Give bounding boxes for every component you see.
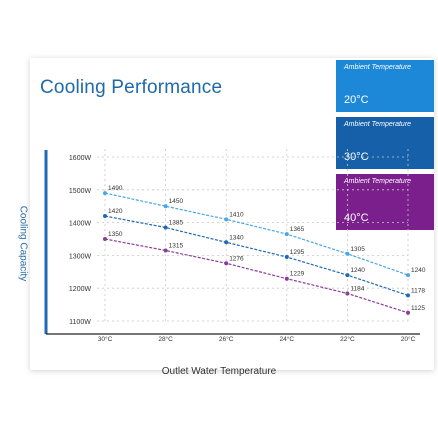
data-label: 1125 (411, 305, 425, 312)
data-point (103, 214, 107, 219)
series-line-40°C (104, 238, 409, 314)
x-tick-label: 24°C (280, 335, 295, 343)
data-label: 1340 (229, 234, 244, 241)
chart-title: Cooling Performance (40, 77, 223, 98)
data-point (284, 255, 289, 260)
data-point (163, 225, 168, 230)
data-point (345, 273, 350, 278)
data-point (284, 276, 289, 281)
data-point (345, 291, 350, 296)
data-label: 1490 (108, 185, 123, 192)
data-point (224, 261, 229, 266)
y-tick-label: 1500W (69, 188, 92, 195)
y-tick-label: 1200W (69, 286, 92, 293)
data-point (224, 240, 229, 245)
data-label: 1410 (229, 211, 244, 218)
y-tick-label: 1100W (69, 319, 91, 326)
data-label: 1315 (169, 242, 184, 249)
legend-caption: Ambient Temperature (344, 64, 412, 71)
y-axis-label: Cooling Capacity (17, 205, 29, 282)
data-point (345, 251, 350, 256)
y-tick-label: 1600W (69, 155, 92, 162)
legend-item-40c: Ambient Temperature 40°C (336, 174, 434, 230)
data-label: 1450 (169, 198, 184, 205)
y-tick-label: 1400W (69, 221, 92, 228)
legend-temp: 30°C (344, 151, 369, 163)
legend-item-30c: Ambient Temperature 30°C (336, 117, 434, 169)
data-label: 1184 (350, 285, 364, 292)
data-label: 1240 (411, 267, 426, 274)
x-tick-label: 28°C (158, 335, 173, 343)
data-label: 1385 (169, 220, 184, 227)
data-label: 1365 (290, 226, 305, 233)
series-line-30°C (104, 215, 409, 296)
legend-temp: 40°C (344, 212, 369, 224)
data-label: 1276 (229, 255, 244, 262)
legend-item-20c: Ambient Temperature 20°C (336, 60, 434, 112)
data-point (103, 191, 107, 196)
data-label: 1178 (411, 287, 425, 294)
data-point (163, 204, 168, 209)
series-line-20°C (104, 192, 409, 276)
data-point (103, 237, 107, 241)
data-point (406, 293, 410, 298)
x-tick-label: 30°C (98, 335, 113, 343)
x-tick-label: 22°C (340, 335, 355, 343)
data-label: 1229 (290, 271, 305, 278)
data-point (406, 273, 410, 278)
x-tick-label: 26°C (219, 335, 234, 343)
legend-caption: Ambient Temperature (344, 121, 412, 128)
data-point (284, 232, 289, 237)
data-point (163, 248, 168, 253)
legend-temp: 20°C (344, 94, 369, 106)
y-tick-label: 1300W (69, 253, 92, 260)
data-label: 1420 (108, 208, 123, 215)
legend-caption: Ambient Temperature (344, 178, 412, 185)
data-label: 1295 (290, 249, 305, 256)
data-label: 1350 (108, 231, 123, 238)
data-label: 1240 (350, 267, 365, 274)
data-point (224, 217, 229, 222)
x-tick-label: 20°C (401, 335, 416, 343)
data-point (406, 310, 410, 315)
x-axis-label: Outlet Water Temperature (161, 366, 277, 377)
data-label: 1305 (350, 246, 365, 253)
